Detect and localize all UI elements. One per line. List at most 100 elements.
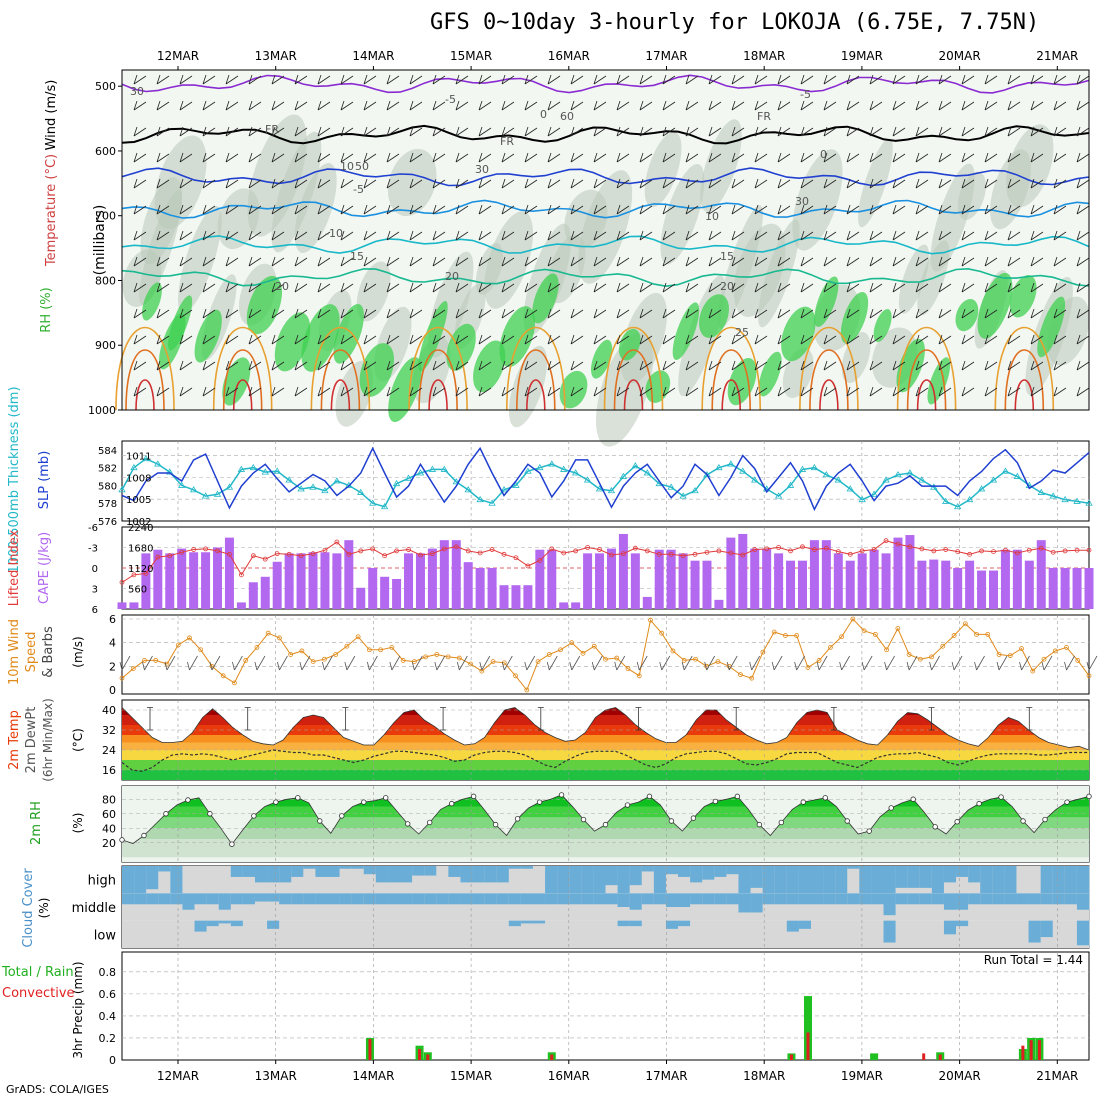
cape-bar (845, 560, 855, 609)
wind-barb (823, 308, 837, 319)
cape-bar (296, 553, 306, 609)
thickness-line-marker (166, 468, 174, 475)
isotherm-line (121, 74, 1090, 94)
cloud-cell (726, 866, 739, 875)
rh-band (122, 828, 1089, 840)
wind-barb (271, 308, 285, 319)
cloud-cell (786, 866, 800, 894)
temp-tick-label: 16 (102, 764, 116, 777)
wind-barb (432, 386, 446, 397)
cloud-cell (134, 893, 147, 905)
rh-marker (273, 799, 279, 805)
rh-blob-green (814, 276, 839, 327)
upper-wind-barbs (133, 74, 1090, 397)
wind-barb (639, 100, 653, 111)
wind-barb (1030, 386, 1044, 397)
wind-barb (363, 74, 377, 85)
rh-blob-green (618, 328, 641, 361)
wind-barb (1053, 100, 1067, 111)
wind-barb (340, 282, 354, 293)
wind-barb-10m (344, 655, 356, 671)
wind-barb (156, 100, 170, 111)
warm-contour (623, 379, 644, 411)
slp-line (121, 446, 1090, 512)
wind-speed-marker (198, 647, 204, 653)
wind-barb (1076, 74, 1090, 85)
cape-bar (451, 540, 461, 609)
wind-barb-10m (749, 655, 761, 671)
wind-barb (685, 256, 699, 267)
wind-barb (616, 204, 630, 215)
minmax-errorbar (830, 707, 837, 731)
wind-barb (179, 152, 193, 163)
cloud-cell-base (907, 920, 921, 948)
wind-barb (869, 308, 883, 319)
cloud-cell (424, 866, 437, 876)
wind-barb (1030, 126, 1044, 137)
cloud-cell (617, 920, 630, 927)
wind-barb (133, 386, 147, 397)
wind-barb (225, 204, 239, 215)
cloud-cell (738, 866, 751, 894)
cloud-cell (545, 893, 558, 905)
precip-tick-label: 0 (109, 1054, 116, 1067)
cloud-cell (363, 893, 377, 905)
cloud-cell-base (641, 920, 655, 948)
rh-blob-green (698, 294, 730, 338)
cloud-cell (690, 866, 703, 883)
wind-barb (547, 230, 561, 241)
wind-barb (271, 256, 285, 267)
wind-barb (524, 204, 538, 215)
wind-barb (869, 126, 883, 137)
wind-barb (386, 360, 400, 371)
wind-speed-marker (310, 659, 316, 664)
wind-barb (593, 152, 607, 163)
cloud-cell (992, 893, 1005, 905)
cloud-cell (484, 866, 498, 883)
wind-barb (777, 178, 791, 189)
wind-barb (179, 386, 193, 397)
wind-barb (570, 308, 584, 319)
wind-barb (639, 360, 653, 371)
wind-barb (892, 308, 906, 319)
cloud-cell (267, 893, 280, 902)
cloud-cell-base (315, 920, 328, 948)
wind-barb (501, 386, 515, 397)
cape-bar (559, 602, 569, 609)
top-date-label: 17MAR (645, 49, 687, 63)
wind-barb (662, 126, 676, 137)
rh-marker (646, 793, 653, 800)
rh-blob-gray (178, 206, 222, 314)
cloud-cell (496, 866, 510, 883)
cloud-cell (122, 866, 135, 894)
wind-barb-10m (816, 655, 828, 671)
cloud-cell (134, 866, 147, 894)
warm-contour (222, 349, 263, 411)
rh-marker (470, 793, 477, 800)
wind-barb (639, 230, 653, 241)
wind-barb (271, 204, 285, 215)
rh-marker (910, 796, 916, 802)
cloud-cell (194, 920, 207, 932)
lifted-index-marker (1074, 547, 1080, 553)
wind-barb (363, 204, 377, 215)
cape-bar (344, 540, 354, 609)
wind-barb-10m (614, 655, 626, 671)
slp-axis-title: SLP (mb) (37, 451, 52, 510)
thickness-line-marker (273, 467, 281, 474)
lifted-index-marker (1003, 547, 1008, 553)
lifted-index-marker (716, 548, 722, 554)
cape-bar (499, 585, 509, 609)
top-date-label: 13MAR (255, 49, 297, 63)
lifted-tick-label: 0 (92, 564, 98, 575)
cloud-cell (714, 866, 727, 877)
cape-tick-label: 2240 (128, 523, 153, 534)
wind-speed-marker (220, 673, 226, 679)
lifted-index-marker (250, 553, 256, 559)
wind-barb (317, 360, 331, 371)
wind-barb (478, 386, 492, 397)
wind-barb (984, 256, 998, 267)
precip-frame (121, 951, 1090, 1061)
wind-barb (478, 204, 492, 215)
wind-barb (938, 334, 952, 345)
